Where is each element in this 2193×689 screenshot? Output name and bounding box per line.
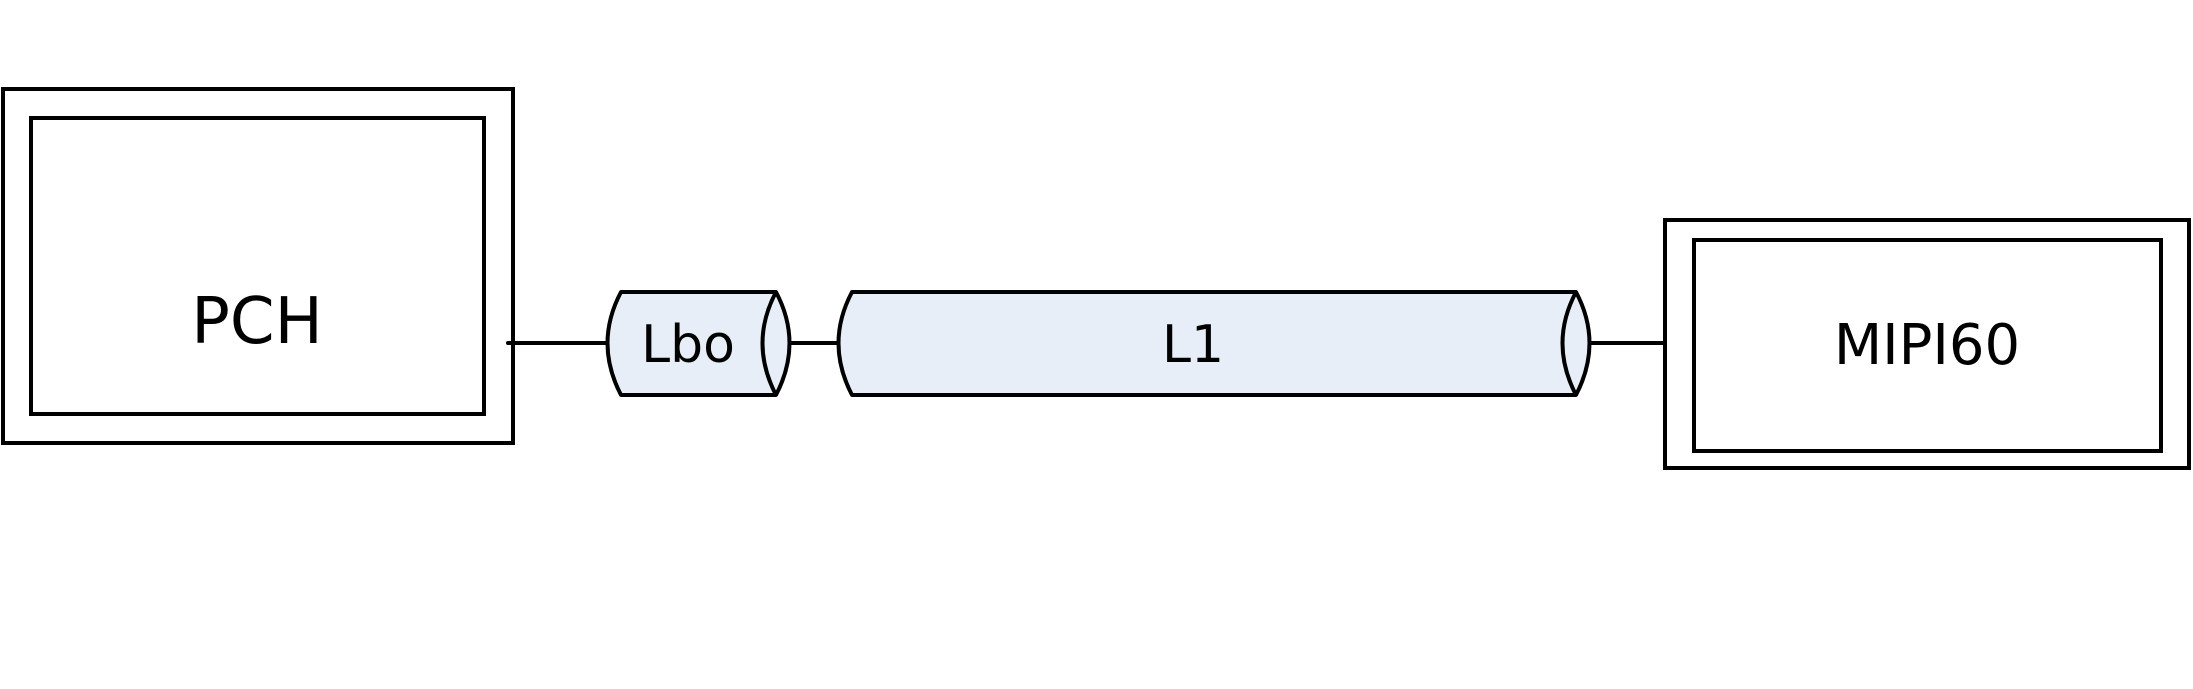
- pch-label: PCH: [191, 285, 322, 359]
- mipi60-inner-border: [1692, 238, 2163, 453]
- l1-cable-end-cap: [1560, 291, 1578, 396]
- mipi60-block: MIPI60: [1663, 218, 2191, 470]
- l1-label: L1: [1162, 315, 1224, 375]
- lbo-cable-end-cap: [760, 291, 778, 396]
- lbo-label: Lbo: [641, 315, 735, 375]
- cable-segment-lbo: Lbo: [605, 290, 792, 397]
- mipi60-label: MIPI60: [1834, 313, 2020, 378]
- pch-block: PCH: [1, 87, 515, 445]
- cable-segment-l1: L1: [836, 290, 1592, 397]
- pch-inner-border: [29, 116, 486, 416]
